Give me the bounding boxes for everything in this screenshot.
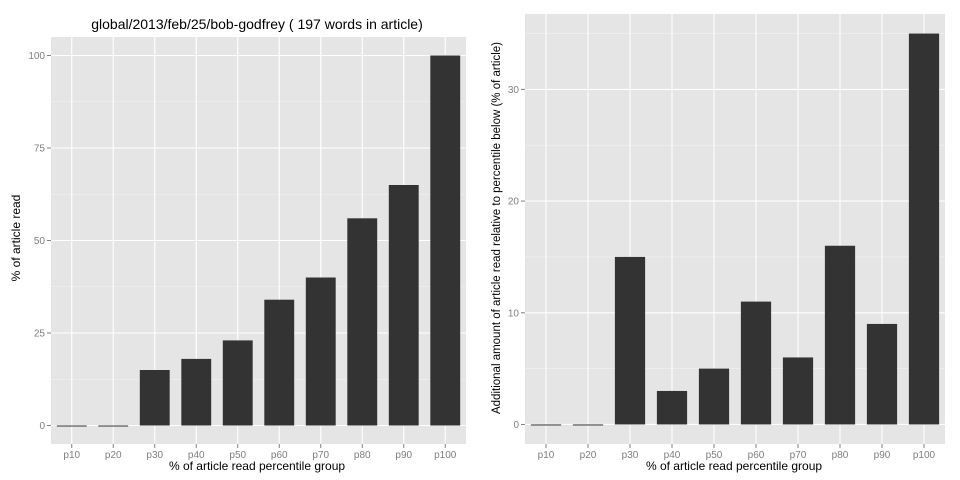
- x-tick-label: p30: [622, 450, 639, 461]
- bars: [530, 33, 940, 426]
- x-tick-label: p20: [105, 450, 122, 461]
- x-tick-label: p50: [229, 450, 246, 461]
- y-axis-ticks: 0 10 20 30: [508, 85, 525, 431]
- x-tick-label: p30: [146, 450, 163, 461]
- x-tick-label: p100: [913, 450, 936, 461]
- x-tick-label: p60: [748, 450, 765, 461]
- bar-p30: [139, 370, 170, 426]
- y-tick-label: 0: [513, 420, 519, 431]
- x-tick-label: p10: [63, 450, 80, 461]
- y-tick-label: 20: [508, 197, 520, 208]
- x-axis-title: % of article read percentile group: [169, 459, 345, 473]
- x-tick-label: p80: [832, 450, 849, 461]
- bar-p60: [264, 299, 295, 426]
- bar-p70: [782, 357, 814, 425]
- x-tick-label: p40: [664, 450, 681, 461]
- chart-title: global/2013/feb/25/bob-godfrey ( 197 wor…: [91, 16, 423, 32]
- x-tick-label: p100: [434, 450, 457, 461]
- bar-p30: [614, 256, 646, 425]
- y-tick-label: 25: [34, 329, 46, 340]
- bar-p50: [698, 368, 730, 425]
- bar-p80: [824, 245, 856, 425]
- bar-p50: [222, 340, 253, 426]
- x-tick-label: p90: [395, 450, 412, 461]
- y-axis-title: Additional amount of article read relati…: [491, 42, 503, 414]
- x-tick-label: p50: [706, 450, 723, 461]
- x-tick-label: p10: [538, 450, 555, 461]
- y-tick-label: 50: [34, 236, 46, 247]
- bar-p20: [572, 424, 604, 426]
- x-tick-label: p70: [312, 450, 329, 461]
- bar-p70: [305, 277, 336, 426]
- y-tick-label: 30: [508, 85, 520, 96]
- bar-p10: [56, 425, 87, 427]
- bar-p90: [866, 323, 898, 425]
- y-axis-title: % of article read: [9, 195, 23, 282]
- bar-p20: [98, 425, 129, 427]
- y-tick-label: 100: [28, 51, 45, 62]
- x-axis-title: % of article read percentile group: [646, 459, 822, 473]
- x-axis-ticks: p10 p20 p30 p40 p50 p60 p70 p80 p90 p100: [538, 444, 936, 461]
- y-tick-label: 0: [39, 421, 45, 432]
- bar-p10: [530, 424, 562, 426]
- x-tick-label: p90: [874, 450, 891, 461]
- x-tick-label: p80: [354, 450, 371, 461]
- bar-p40: [656, 390, 688, 425]
- x-tick-label: p60: [271, 450, 288, 461]
- x-tick-label: p40: [188, 450, 205, 461]
- x-tick-label: p20: [580, 450, 597, 461]
- x-axis-ticks: p10 p20 p30 p40 p50 p60 p70 p80 p90 p100: [63, 444, 457, 461]
- bars: [56, 55, 461, 427]
- y-axis-ticks: 0 25 50 75 100: [28, 51, 51, 432]
- y-tick-label: 75: [34, 144, 46, 155]
- bar-p80: [347, 218, 378, 426]
- bar-p60: [740, 301, 772, 425]
- bar-p100: [430, 55, 461, 426]
- y-tick-label: 10: [508, 308, 520, 319]
- percent-read-chart: global/2013/feb/25/bob-godfrey ( 197 wor…: [9, 16, 466, 473]
- bar-p100: [908, 33, 940, 425]
- bar-p90: [388, 185, 419, 426]
- x-tick-label: p70: [790, 450, 807, 461]
- bar-p40: [181, 358, 212, 426]
